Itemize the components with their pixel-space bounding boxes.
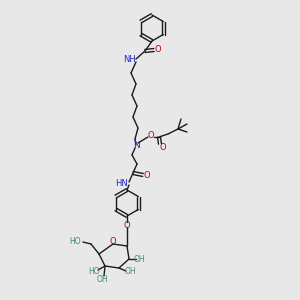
Text: OH: OH xyxy=(96,275,108,284)
Text: O: O xyxy=(144,170,150,179)
Text: HO: HO xyxy=(88,268,100,277)
Text: HN: HN xyxy=(116,178,128,188)
Text: NH: NH xyxy=(124,56,136,64)
Text: N: N xyxy=(133,140,140,149)
Text: HO: HO xyxy=(69,238,81,247)
Text: OH: OH xyxy=(124,268,136,277)
Text: OH: OH xyxy=(133,254,145,263)
Text: O: O xyxy=(148,131,154,140)
Text: O: O xyxy=(110,236,116,245)
Text: O: O xyxy=(160,142,166,152)
Text: O: O xyxy=(155,46,161,55)
Text: O: O xyxy=(124,220,130,230)
